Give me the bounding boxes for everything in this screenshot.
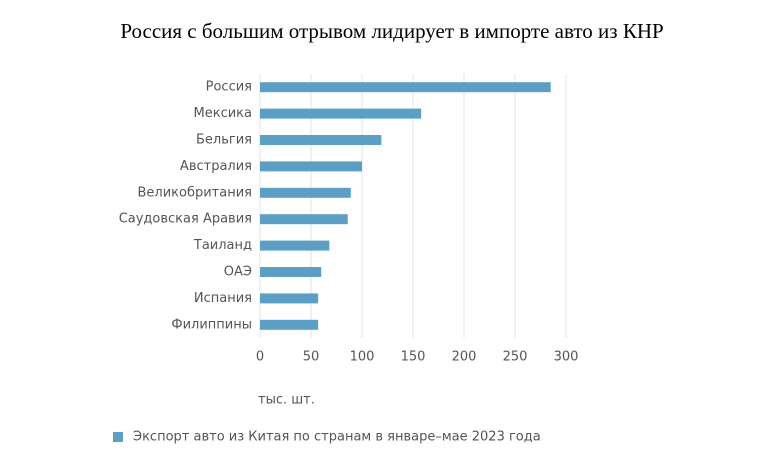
chart-title: Россия с большим отрывом лидирует в импо… [120, 19, 663, 43]
y-tick-label: Саудовская Аравия [119, 212, 252, 227]
x-tick-label: 250 [503, 350, 528, 365]
bar [260, 108, 422, 119]
bar [260, 214, 348, 225]
y-tick-label: Великобритания [137, 185, 252, 200]
x-tick-label: 200 [452, 350, 477, 365]
bar [260, 161, 362, 172]
bar [260, 82, 551, 93]
legend-swatch [113, 432, 123, 442]
bar [260, 293, 319, 304]
bar [260, 267, 322, 277]
y-tick-label: ОАЭ [224, 265, 252, 280]
y-tick-label: Испания [194, 291, 252, 306]
x-tick-label: 150 [401, 350, 426, 365]
x-tick-label: 100 [350, 350, 375, 365]
bar [260, 187, 351, 198]
x-tick-label: 50 [303, 350, 320, 365]
bar [260, 135, 382, 145]
y-tick-label: Таиланд [193, 238, 252, 253]
y-tick-label: Бельгия [196, 133, 252, 148]
y-tick-label: Россия [206, 80, 252, 95]
x-tick-label: 0 [256, 350, 264, 365]
x-axis-label: тыс. шт. [258, 393, 315, 408]
y-tick-label: Филиппины [171, 317, 252, 332]
bar [260, 319, 319, 330]
y-tick-label: Австралия [180, 159, 252, 174]
y-tick-label: Мексика [194, 106, 252, 121]
x-tick-label: 300 [554, 350, 579, 365]
legend-label: Экспорт авто из Китая по странам в январ… [133, 430, 541, 445]
bar [260, 240, 330, 251]
